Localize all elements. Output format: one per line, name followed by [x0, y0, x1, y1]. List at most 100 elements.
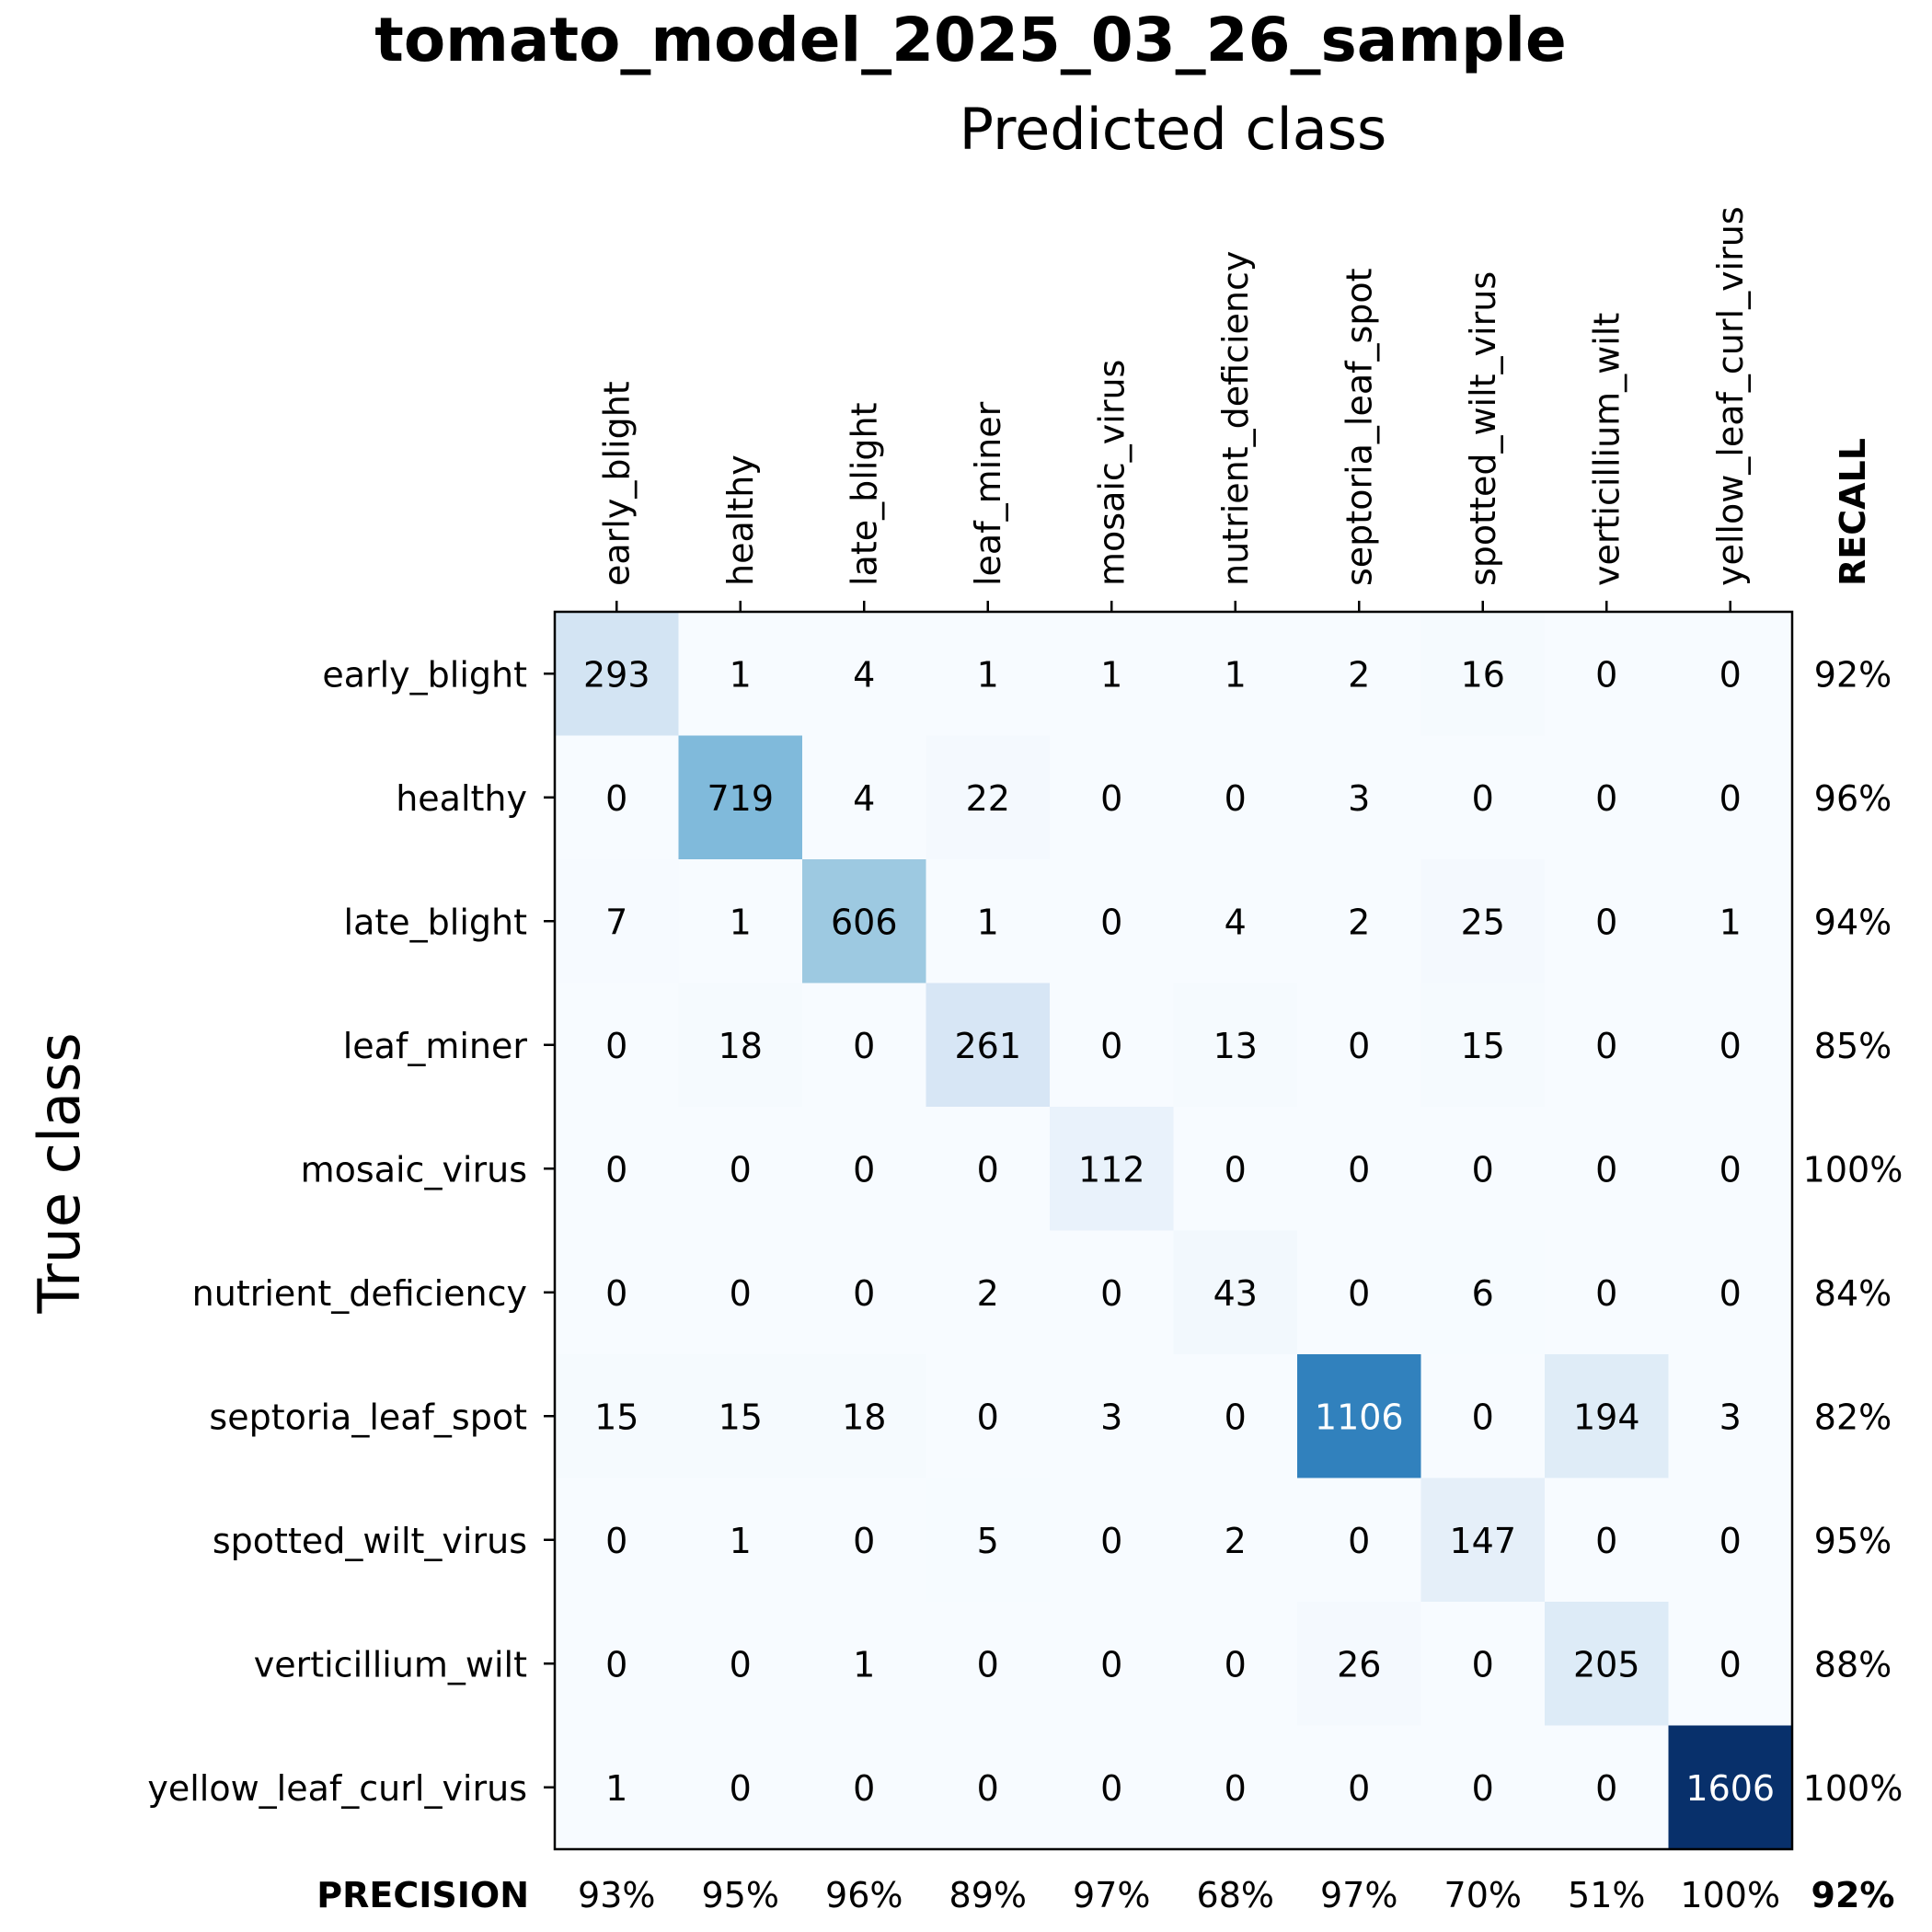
- recall-value: 82%: [1814, 1397, 1892, 1437]
- matrix-cell: [1173, 1107, 1298, 1232]
- cell-value: 1: [730, 654, 752, 695]
- precision-value: 93%: [578, 1875, 655, 1915]
- matrix-cell: [802, 1354, 927, 1479]
- matrix-cell: [1297, 1230, 1422, 1355]
- column-tick-label: healthy: [720, 454, 761, 586]
- cell-value: 13: [1213, 1026, 1258, 1066]
- matrix-cell: [1050, 735, 1175, 860]
- matrix-cell: [926, 1354, 1051, 1479]
- matrix-cell: [1668, 612, 1793, 737]
- cell-value: 0: [1100, 902, 1122, 942]
- matrix-cell: [1050, 1478, 1175, 1603]
- cell-value: 0: [1100, 1644, 1122, 1685]
- cell-value: 1: [1100, 654, 1122, 695]
- cell-value: 606: [831, 902, 898, 942]
- precision-header: PRECISION: [316, 1875, 529, 1915]
- matrix-cell: [1050, 1107, 1175, 1232]
- matrix-cell: [678, 1230, 803, 1355]
- recall-value: 94%: [1814, 902, 1892, 942]
- cell-value: 0: [1595, 1768, 1617, 1809]
- column-tick-label: verticillium_wilt: [1586, 313, 1627, 586]
- matrix-cell: [1297, 859, 1422, 984]
- cell-value: 0: [1719, 778, 1742, 819]
- cell-value: 0: [605, 1149, 627, 1190]
- cell-value: 0: [853, 1521, 875, 1561]
- matrix-cell: [1545, 612, 1670, 737]
- matrix-cell: [802, 1602, 927, 1727]
- row-tick-label: nutrient_deficiency: [192, 1273, 527, 1314]
- cell-value: 0: [1472, 1644, 1494, 1685]
- cell-value: 0: [977, 1397, 999, 1437]
- recall-value: 100%: [1803, 1149, 1903, 1190]
- cell-value: 7: [605, 902, 627, 942]
- matrix-cell: [1420, 1230, 1546, 1355]
- cell-value: 0: [977, 1149, 999, 1190]
- precision-value: 70%: [1444, 1875, 1522, 1915]
- cell-value: 0: [1348, 1026, 1370, 1066]
- matrix-cell: [555, 1478, 680, 1603]
- matrix-cell: [1668, 735, 1793, 860]
- matrix-cell: [1420, 1602, 1546, 1727]
- cell-value: 15: [719, 1397, 763, 1437]
- matrix-cell: [555, 1107, 680, 1232]
- precision-value: 97%: [1073, 1875, 1150, 1915]
- column-tick-label: spotted_wilt_virus: [1463, 271, 1503, 586]
- column-tick-label: mosaic_virus: [1091, 360, 1132, 586]
- cell-value: 43: [1213, 1273, 1258, 1314]
- recall-value: 84%: [1814, 1273, 1892, 1314]
- cell-value: 1: [730, 1521, 752, 1561]
- cell-value: 1: [1225, 654, 1247, 695]
- matrix-cell: [1668, 1478, 1793, 1603]
- cell-value: 0: [1595, 1273, 1617, 1314]
- precision-values: 93% 95% 96% 89% 97% 68% 97% 70% 51% 100%: [578, 1875, 1780, 1915]
- matrix-cell: [1050, 1230, 1175, 1355]
- cell-value: 1: [605, 1768, 627, 1809]
- matrix-cell: [555, 1725, 680, 1850]
- matrix-cell: [1668, 1725, 1793, 1850]
- matrix-cell: [678, 1478, 803, 1603]
- matrix-cell: [555, 859, 680, 984]
- cell-value: 3: [1100, 1397, 1122, 1437]
- matrix-cell: [926, 1725, 1051, 1850]
- cell-value: 15: [594, 1397, 638, 1437]
- matrix-cell: [555, 1602, 680, 1727]
- cell-value: 25: [1461, 902, 1505, 942]
- matrix-cell: [1173, 1602, 1298, 1727]
- matrix-cell: [1173, 612, 1298, 737]
- cell-value: 0: [1348, 1273, 1370, 1314]
- recall-value: 88%: [1814, 1644, 1892, 1685]
- matrix-cell: [926, 1478, 1051, 1603]
- precision-value: 89%: [949, 1875, 1027, 1915]
- matrix-cell: [1545, 1602, 1670, 1727]
- column-tick-label: late_blight: [844, 403, 884, 586]
- matrix-cell: [678, 612, 803, 737]
- column-tick-label: early_blight: [596, 381, 637, 586]
- precision-value: 95%: [702, 1875, 779, 1915]
- matrix-cell: [678, 983, 803, 1108]
- cell-value: 0: [1100, 1521, 1122, 1561]
- cell-value: 18: [842, 1397, 886, 1437]
- matrix-cell: [1050, 1354, 1175, 1479]
- cell-value: 0: [1595, 654, 1617, 695]
- precision-value: 97%: [1320, 1875, 1397, 1915]
- column-tick-label: yellow_leaf_curl_virus: [1710, 206, 1751, 586]
- matrix-cell: [1297, 983, 1422, 1108]
- matrix-cell: [1545, 1478, 1670, 1603]
- matrix-cell: [1173, 1230, 1298, 1355]
- cell-value: 0: [1100, 778, 1122, 819]
- matrix-cell: [1297, 735, 1422, 860]
- matrix-cell: [1668, 1107, 1793, 1232]
- cell-value: 26: [1337, 1644, 1381, 1685]
- matrix-cell: [1668, 859, 1793, 984]
- matrix-cell: [1420, 612, 1546, 737]
- cell-value: 22: [966, 778, 1010, 819]
- cell-value: 0: [1595, 1521, 1617, 1561]
- cell-value: 0: [1100, 1026, 1122, 1066]
- cell-value: 2: [1225, 1521, 1247, 1561]
- cell-value: 719: [707, 778, 774, 819]
- matrix-cell: [1545, 1725, 1670, 1850]
- matrix-cell: [1545, 735, 1670, 860]
- matrix-cell: [1668, 1354, 1793, 1479]
- cell-value: 0: [1595, 1026, 1617, 1066]
- matrix-cell: [678, 1354, 803, 1479]
